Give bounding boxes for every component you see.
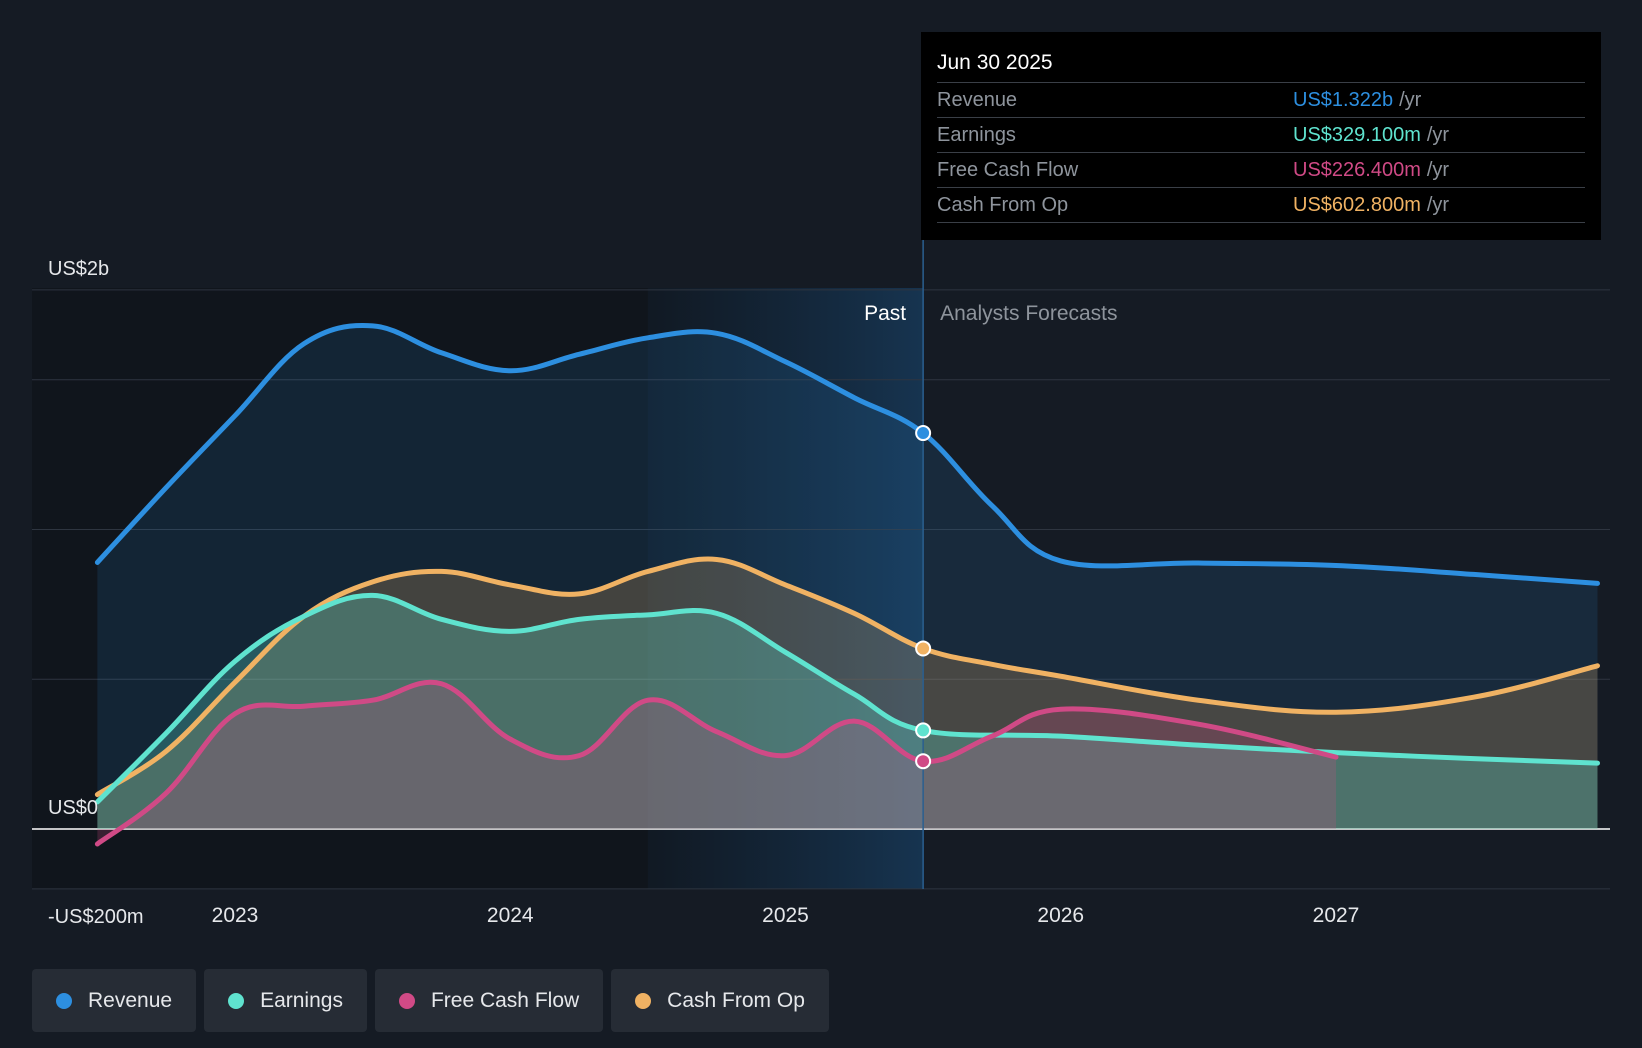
- tooltip-unit: /yr: [1426, 124, 1450, 146]
- cash-from-op-marker: [915, 640, 932, 657]
- legend-label: Revenue: [88, 988, 173, 1012]
- x-tick-label: 2024: [487, 904, 534, 927]
- tooltip-unit: /yr: [1399, 89, 1422, 111]
- tooltip-label: Earnings: [937, 124, 1016, 146]
- tooltip-unit: /yr: [1426, 159, 1450, 181]
- legend-dot-icon: [228, 992, 245, 1009]
- legend: Revenue Earnings Free Cash Flow Cash Fro…: [32, 969, 829, 1032]
- legend-item-cash-from-op[interactable]: Cash From Op: [611, 969, 829, 1032]
- legend-label: Cash From Op: [667, 988, 805, 1012]
- free-cash-flow-marker: [915, 753, 932, 770]
- gridlines: [32, 289, 1610, 890]
- series-lines: [94, 322, 1600, 847]
- free-cash-flow-area: [97, 682, 1336, 844]
- earnings-area: [97, 595, 1598, 829]
- x-tick-label: 2025: [762, 904, 809, 927]
- tooltip-value: US$602.800m: [1293, 194, 1421, 216]
- legend-item-free-cash-flow[interactable]: Free Cash Flow: [374, 969, 604, 1032]
- series-markers: [915, 425, 932, 770]
- x-tick-label: 2027: [1313, 904, 1360, 927]
- tooltip-label: Free Cash Flow: [937, 159, 1079, 181]
- tooltip-row-cash-from-op: Cash From Op US$602.800m /yr: [937, 188, 1585, 223]
- tooltip-value: US$226.400m: [1293, 159, 1421, 181]
- x-tick-label: 2026: [1037, 904, 1084, 927]
- series-areas: [97, 325, 1598, 844]
- tooltip-label: Cash From Op: [937, 194, 1069, 216]
- y-tick-label: US$0: [48, 797, 98, 819]
- tooltip-date: Jun 30 2025: [937, 46, 1585, 83]
- earnings-marker: [915, 722, 932, 739]
- chart-canvas: US$2b US$0 -US$200m 2023 2024 2025 2026 2027 P…: [32, 240, 1610, 928]
- tooltip-unit: /yr: [1426, 194, 1450, 216]
- y-axis-labels: US$2b US$0 -US$200m: [48, 258, 144, 928]
- tooltip: Jun 30 2025 Revenue US$1.322b /yr Earnin…: [921, 32, 1601, 240]
- forecast-label: Analysts Forecasts: [940, 302, 1117, 325]
- legend-item-earnings[interactable]: Earnings: [204, 969, 367, 1032]
- tooltip-row-revenue: Revenue US$1.322b /yr: [937, 83, 1585, 118]
- tooltip-row-earnings: Earnings US$329.100m /yr: [937, 118, 1585, 153]
- x-tick-label: 2023: [212, 904, 259, 927]
- legend-dot-icon: [56, 992, 72, 1009]
- legend-item-revenue[interactable]: Revenue: [32, 969, 197, 1032]
- tooltip-value: US$1.322b: [1293, 89, 1394, 111]
- earnings-line: [94, 592, 1600, 805]
- revenue-marker: [915, 425, 932, 442]
- past-label: Past: [864, 302, 906, 325]
- revenue-line: [94, 322, 1600, 586]
- tooltip-value: US$329.100m: [1293, 124, 1421, 146]
- x-axis-labels: 2023 2024 2025 2026 2027: [212, 904, 1360, 927]
- legend-dot-icon: [635, 992, 652, 1009]
- highlight-region: [647, 288, 924, 889]
- legend-dot-icon: [398, 992, 415, 1009]
- legend-label: Earnings: [260, 988, 343, 1012]
- legend-label: Free Cash Flow: [430, 988, 580, 1012]
- free-cash-flow-line: [94, 679, 1339, 847]
- y-tick-label: -US$200m: [48, 906, 144, 928]
- y-tick-label: US$2b: [48, 258, 109, 280]
- tooltip-row-free-cash-flow: Free Cash Flow US$226.400m /yr: [937, 153, 1585, 188]
- tooltip-label: Revenue: [937, 89, 1018, 111]
